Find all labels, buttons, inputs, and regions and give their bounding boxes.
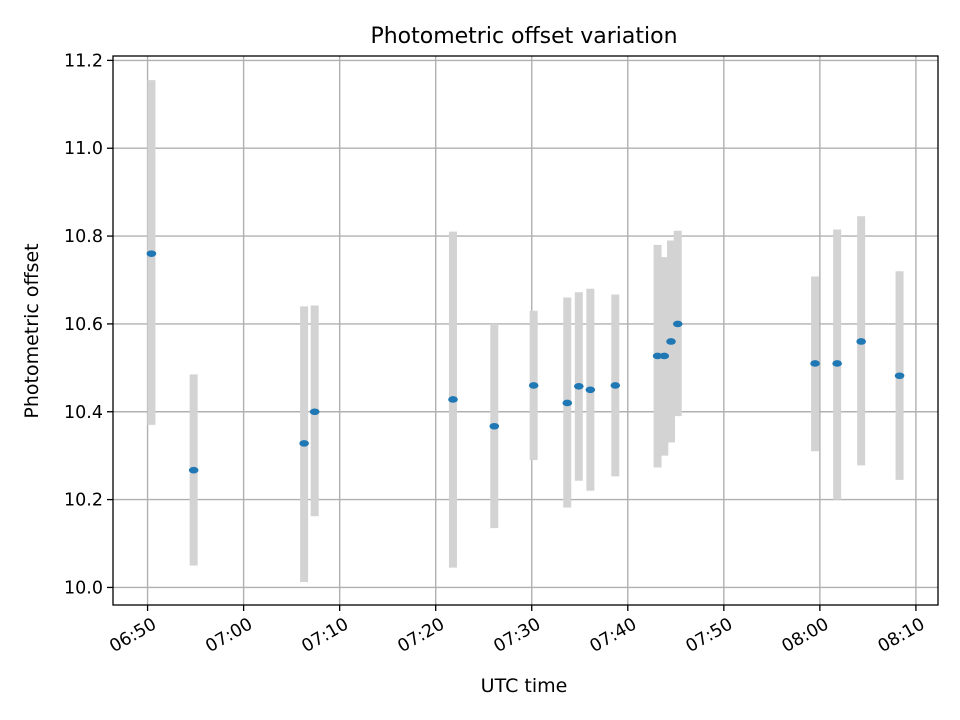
data-point bbox=[832, 360, 842, 367]
x-axis-label: UTC time bbox=[481, 675, 568, 697]
y-tick-label: 10.0 bbox=[64, 578, 103, 598]
data-point bbox=[652, 352, 663, 360]
chart-title: Photometric offset variation bbox=[370, 24, 677, 49]
data-point bbox=[810, 360, 820, 367]
axes-frame bbox=[112, 55, 939, 606]
data-point bbox=[894, 372, 905, 380]
data-point bbox=[666, 338, 676, 345]
data-point bbox=[574, 382, 584, 390]
data-point bbox=[448, 396, 458, 403]
data-point bbox=[659, 352, 670, 360]
data-point bbox=[489, 422, 500, 430]
grid bbox=[113, 56, 938, 605]
y-tick-label: 10.8 bbox=[64, 227, 103, 247]
data-point bbox=[585, 386, 596, 394]
data-points bbox=[146, 250, 905, 474]
data-point bbox=[146, 250, 157, 257]
data-point bbox=[528, 382, 539, 389]
data-point bbox=[856, 338, 866, 345]
y-axis-label: Photometric offset bbox=[21, 243, 43, 418]
y-tick-label: 10.4 bbox=[64, 403, 103, 423]
data-point bbox=[188, 466, 199, 474]
y-tick-label: 11.2 bbox=[64, 51, 103, 71]
y-tick-label: 11.0 bbox=[64, 139, 103, 159]
data-point bbox=[610, 382, 621, 389]
y-tick-label: 10.6 bbox=[64, 315, 103, 335]
data-point bbox=[309, 408, 320, 416]
data-point bbox=[562, 399, 573, 407]
y-tick-label: 10.2 bbox=[64, 491, 103, 511]
data-point bbox=[299, 440, 309, 447]
data-point bbox=[672, 320, 683, 328]
